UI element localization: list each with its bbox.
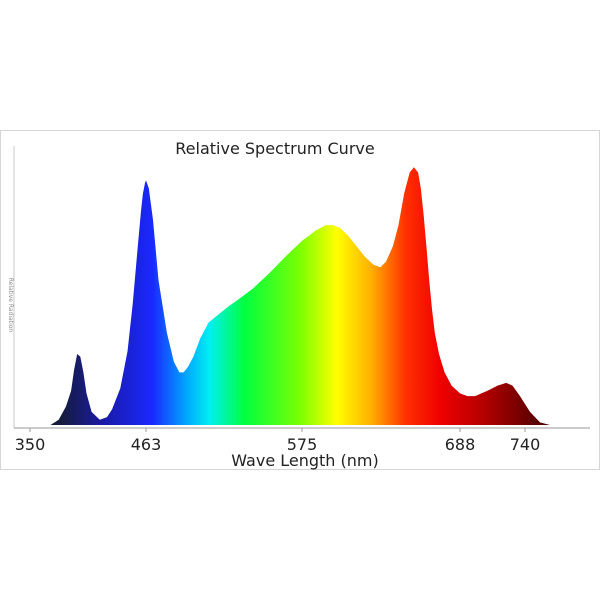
x-tick-label: 575	[287, 435, 318, 454]
x-tick-label: 463	[131, 435, 162, 454]
x-axis-label: Wave Length (nm)	[231, 451, 378, 470]
spectrum-area	[50, 167, 550, 426]
x-tick-group: 350 463 575 688 740	[15, 428, 541, 454]
x-tick-label: 688	[445, 435, 476, 454]
y-axis-label: Relative Radiation	[7, 278, 14, 333]
spectrum-chart: 350 463 575 688 740 Relative Spectrum Curve …	[0, 130, 600, 470]
x-tick-label: 350	[15, 435, 46, 454]
chart-title: Relative Spectrum Curve	[175, 139, 374, 158]
x-tick-label: 740	[510, 435, 541, 454]
